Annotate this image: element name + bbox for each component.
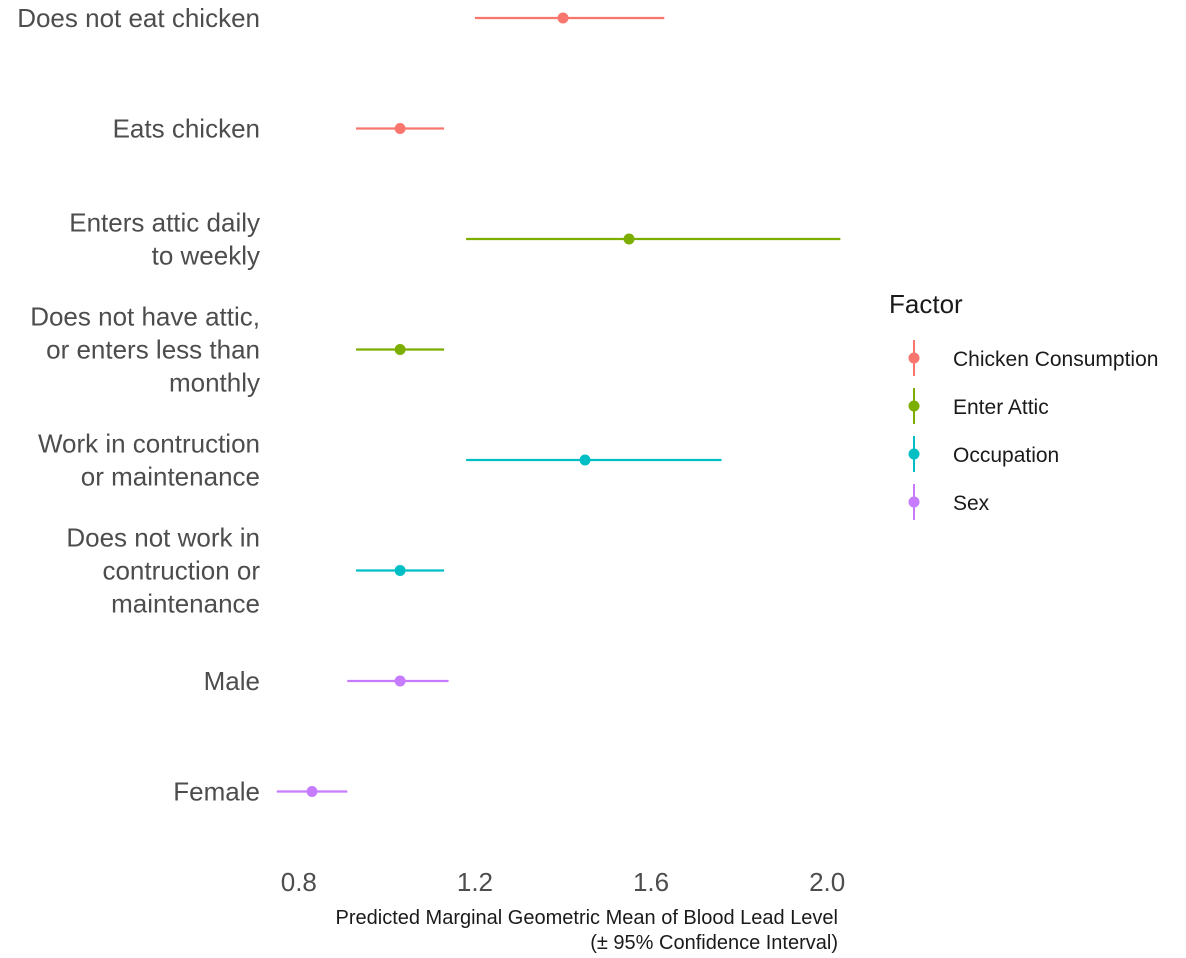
category-label-line: Female (173, 777, 260, 807)
point-estimate (623, 233, 635, 245)
category-label: Does not work in contruction or maintenanc… (66, 523, 260, 619)
x-tick-label: 0.8 (281, 867, 317, 897)
legend-key-point (908, 496, 920, 508)
category-label-line: Enters attic daily (69, 208, 260, 238)
category-label: Work in contruction or maintenance (38, 429, 260, 492)
category-label: Enters attic daily to weekly (69, 208, 260, 271)
category-label: Eats chicken (113, 114, 260, 144)
legend-key-point (908, 448, 920, 460)
point-estimate (394, 565, 406, 576)
category-label-line: Does not eat chicken (17, 3, 260, 33)
category-label-line: contruction or (102, 556, 260, 586)
legend-label: Occupation (953, 444, 1059, 467)
category-label-line: maintenance (111, 589, 260, 619)
category-label-line: Does not have attic, (30, 302, 260, 332)
point-estimates (306, 12, 635, 797)
legend-item: Occupation (908, 436, 1059, 472)
category-labels: Does not eat chicken Eats chicken Enters a… (17, 3, 260, 807)
category-label-line: Does not work in (66, 523, 260, 553)
category-label: Male (204, 666, 260, 696)
category-label-line: Male (204, 666, 260, 696)
x-axis-title: Predicted Marginal Geometric Mean of Blo… (336, 907, 839, 954)
category-label-line: Eats chicken (113, 114, 260, 144)
x-axis-title-line: (± 95% Confidence Interval) (590, 932, 838, 954)
legend-label: Chicken Consumption (953, 348, 1158, 371)
point-estimate (557, 12, 569, 24)
point-estimate (394, 123, 406, 134)
legend-item: Chicken Consumption (908, 340, 1158, 376)
point-estimate (394, 344, 406, 355)
x-axis-ticks: 0.8 1.2 1.6 2.0 (281, 867, 846, 897)
category-label-line: to weekly (152, 241, 260, 271)
category-label-line: monthly (169, 368, 260, 398)
category-label-line: or maintenance (81, 462, 260, 492)
category-label-line: or enters less than (46, 335, 260, 365)
legend-key-point (908, 352, 920, 364)
x-tick-label: 1.2 (457, 867, 493, 897)
legend-item: Enter Attic (908, 388, 1049, 424)
x-tick-label: 2.0 (809, 867, 845, 897)
legend-item: Sex (908, 484, 990, 520)
point-estimate (579, 454, 591, 466)
legend-key-point (908, 400, 920, 412)
point-estimate (394, 675, 406, 687)
category-label: Does not eat chicken (17, 3, 260, 33)
legend-label: Enter Attic (953, 396, 1049, 419)
category-label: Female (173, 777, 260, 807)
confidence-intervals (276, 16, 841, 793)
category-label-line: Work in contruction (38, 429, 260, 459)
legend: Factor Chicken Consumption Enter Attic Occu… (889, 289, 1158, 520)
x-tick-label: 1.6 (633, 867, 669, 897)
category-label: Does not have attic, or enters less than m… (30, 302, 260, 398)
point-estimate (306, 786, 318, 797)
legend-title: Factor (889, 289, 963, 319)
legend-label: Sex (953, 492, 990, 515)
x-axis-title-line: Predicted Marginal Geometric Mean of Blo… (336, 907, 839, 929)
